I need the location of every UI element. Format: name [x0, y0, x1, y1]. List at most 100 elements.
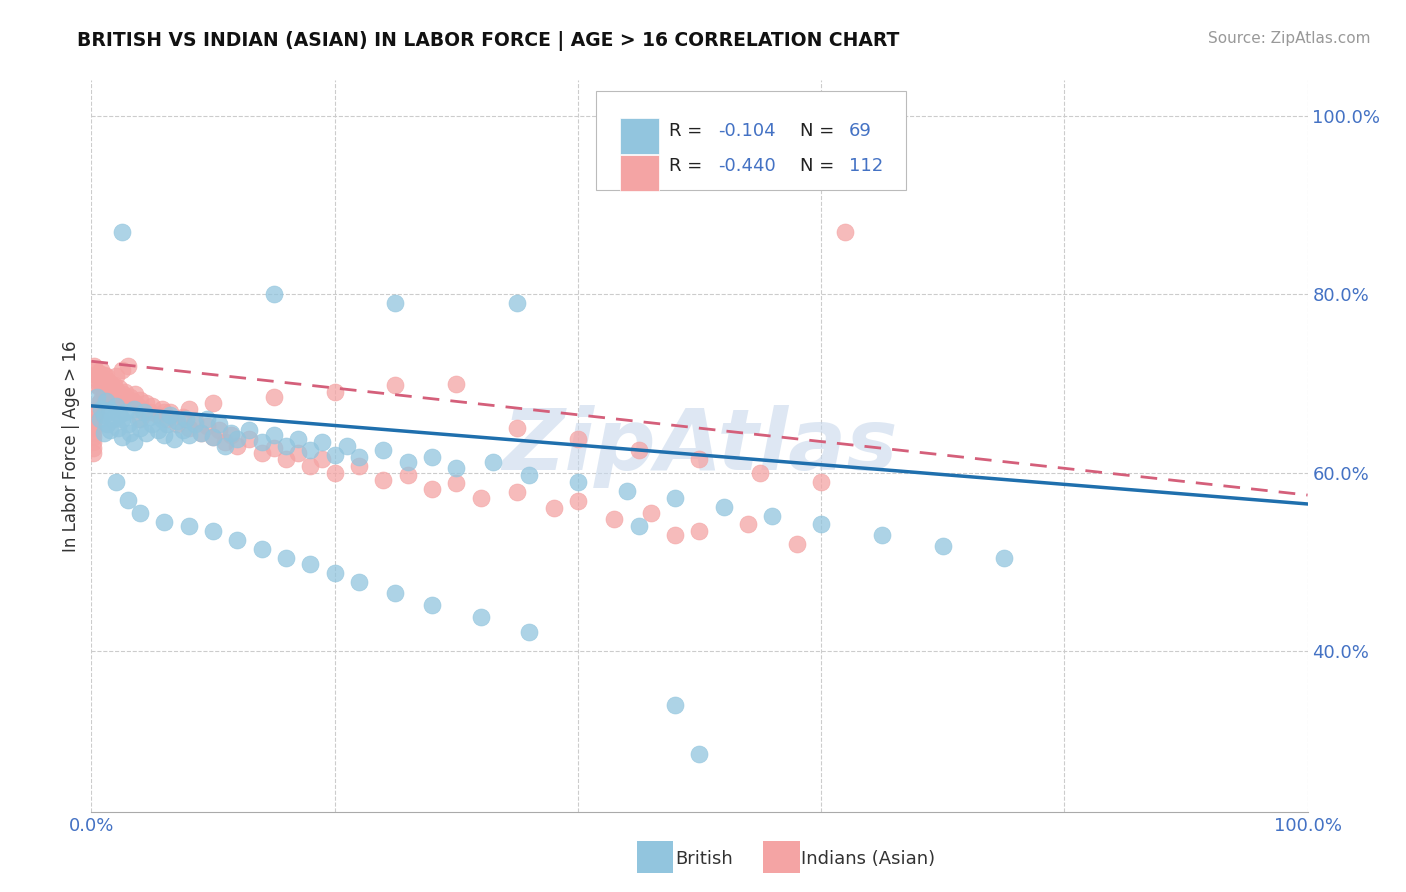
British	[172, 423, 194, 437]
Indians (Asian)	[82, 430, 104, 444]
FancyBboxPatch shape	[596, 91, 907, 190]
Indians (Asian)	[688, 524, 710, 538]
Indians (Asian)	[214, 434, 236, 449]
Indians (Asian)	[84, 368, 107, 382]
Indians (Asian)	[129, 412, 152, 426]
FancyBboxPatch shape	[620, 154, 659, 191]
British	[86, 390, 108, 404]
Indians (Asian)	[104, 369, 127, 384]
British	[214, 439, 236, 453]
British	[506, 296, 529, 310]
British	[177, 519, 200, 533]
Indians (Asian)	[117, 396, 139, 410]
Indians (Asian)	[84, 363, 107, 377]
British	[174, 412, 197, 426]
British	[93, 408, 115, 422]
British	[117, 492, 139, 507]
British	[148, 423, 170, 437]
Indians (Asian)	[100, 376, 122, 391]
Indians (Asian)	[98, 376, 121, 391]
FancyBboxPatch shape	[620, 119, 659, 154]
Indians (Asian)	[664, 528, 686, 542]
British	[287, 432, 309, 446]
British	[156, 417, 179, 431]
British	[163, 432, 186, 446]
Indians (Asian)	[263, 441, 285, 455]
Indians (Asian)	[83, 359, 105, 373]
British	[153, 515, 176, 529]
British	[274, 550, 297, 565]
Text: Source: ZipAtlas.com: Source: ZipAtlas.com	[1208, 31, 1371, 46]
British	[96, 417, 118, 431]
British	[384, 586, 406, 600]
Indians (Asian)	[98, 387, 121, 401]
British	[150, 412, 173, 426]
Indians (Asian)	[688, 452, 710, 467]
British	[299, 443, 322, 458]
Indians (Asian)	[89, 369, 111, 384]
British	[761, 508, 783, 523]
Indians (Asian)	[131, 401, 153, 416]
British	[420, 450, 443, 464]
Text: R =: R =	[669, 121, 709, 139]
British	[98, 423, 121, 437]
Indians (Asian)	[139, 405, 162, 419]
British	[810, 517, 832, 532]
British	[129, 506, 152, 520]
Indians (Asian)	[111, 363, 134, 377]
Indians (Asian)	[373, 473, 395, 487]
Indians (Asian)	[470, 491, 492, 505]
Indians (Asian)	[87, 396, 110, 410]
Indians (Asian)	[117, 359, 139, 373]
Indians (Asian)	[135, 396, 157, 410]
Indians (Asian)	[347, 458, 370, 473]
British	[616, 483, 638, 498]
British	[931, 539, 953, 553]
Indians (Asian)	[94, 381, 117, 395]
Indians (Asian)	[506, 485, 529, 500]
Text: N =: N =	[800, 157, 841, 175]
Indians (Asian)	[141, 399, 163, 413]
Indians (Asian)	[82, 425, 104, 440]
Indians (Asian)	[97, 374, 120, 388]
Indians (Asian)	[420, 482, 443, 496]
British	[274, 439, 297, 453]
Indians (Asian)	[93, 381, 115, 395]
Indians (Asian)	[444, 376, 467, 391]
British	[129, 421, 152, 435]
Indians (Asian)	[323, 385, 346, 400]
British	[336, 439, 359, 453]
Indians (Asian)	[153, 405, 176, 419]
Indians (Asian)	[127, 399, 149, 413]
Indians (Asian)	[202, 430, 225, 444]
Indians (Asian)	[90, 376, 112, 391]
Indians (Asian)	[111, 387, 134, 401]
British	[238, 423, 260, 437]
British	[98, 403, 121, 417]
Indians (Asian)	[103, 385, 125, 400]
Indians (Asian)	[834, 225, 856, 239]
British	[323, 566, 346, 580]
Indians (Asian)	[148, 408, 170, 422]
British	[208, 417, 231, 431]
British	[114, 405, 136, 419]
Indians (Asian)	[543, 501, 565, 516]
Indians (Asian)	[603, 512, 626, 526]
British	[93, 425, 115, 440]
Indians (Asian)	[86, 378, 108, 392]
Indians (Asian)	[93, 387, 115, 401]
British	[250, 541, 273, 556]
British	[202, 524, 225, 538]
British	[713, 500, 735, 514]
Indians (Asian)	[627, 443, 650, 458]
Indians (Asian)	[87, 366, 110, 380]
Indians (Asian)	[104, 390, 127, 404]
Indians (Asian)	[121, 394, 143, 409]
Indians (Asian)	[323, 466, 346, 480]
Indians (Asian)	[82, 434, 104, 449]
Text: British: British	[675, 850, 733, 868]
British	[219, 425, 242, 440]
Indians (Asian)	[195, 419, 218, 434]
British	[94, 394, 117, 409]
Indians (Asian)	[311, 452, 333, 467]
